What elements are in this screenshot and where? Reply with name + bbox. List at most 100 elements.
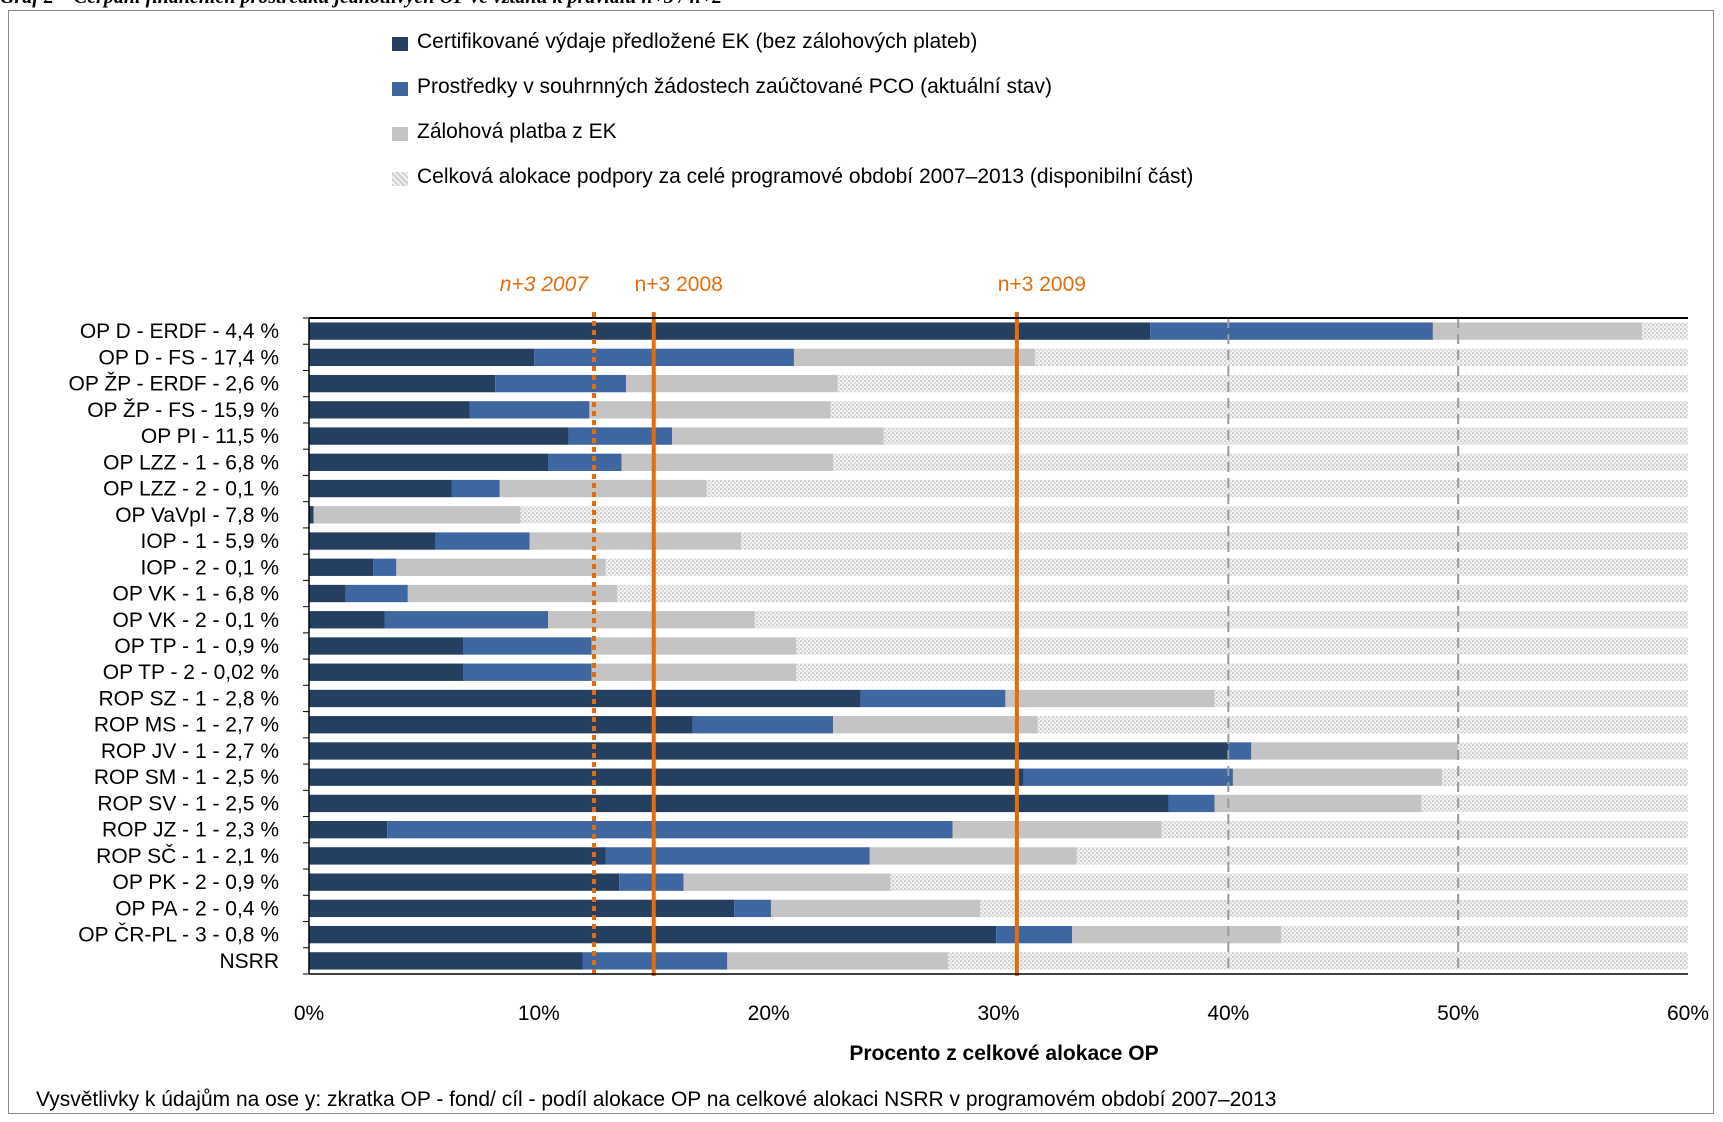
bar-pco: [462, 637, 592, 655]
bar-certified: [309, 689, 861, 708]
y-tick-label: OP ŽP - FS - 15,9 %: [87, 399, 279, 422]
bar-pco: [345, 584, 408, 603]
bar-advance: [1251, 742, 1459, 760]
grid-layer: [1227, 318, 1460, 974]
bar-available: [1214, 689, 1688, 708]
bar-advance: [313, 506, 521, 524]
x-tick-label: 30%: [977, 1002, 1019, 1025]
bar-certified: [309, 742, 1229, 760]
bar-available: [1037, 716, 1688, 734]
bar-advance: [621, 453, 834, 471]
x-tick-label: 50%: [1437, 1002, 1479, 1025]
bar-certified: [309, 637, 463, 655]
y-tick-label: OP PA - 2 - 0,4 %: [115, 897, 279, 920]
bar-certified: [309, 794, 1169, 813]
bar-pco: [1168, 794, 1215, 813]
bar-advance: [589, 401, 831, 419]
bar-pco: [692, 716, 834, 734]
bar-certified: [309, 899, 735, 918]
bar-available: [830, 401, 1688, 419]
bar-available: [605, 558, 1688, 576]
legend-label-advance: Zálohová platba z EK: [417, 120, 617, 143]
bar-available: [1421, 794, 1688, 813]
bar-advance: [793, 348, 1036, 367]
x-tick-label: 60%: [1667, 1002, 1709, 1025]
bar-advance: [869, 847, 1077, 865]
bar-pco: [373, 558, 397, 576]
y-tick-label: IOP - 1 - 5,9 %: [141, 530, 280, 553]
bar-advance: [529, 532, 742, 550]
bar-available: [833, 453, 1688, 471]
bar-available: [837, 374, 1688, 393]
bar-certified: [309, 821, 388, 839]
bar-advance: [770, 899, 981, 918]
bar-certified: [309, 427, 569, 445]
y-tick-label: OP ČR-PL - 3 - 0,8 %: [78, 924, 279, 947]
y-tick-label: OP VaVpI - 7,8 %: [115, 504, 279, 527]
reference-lines-layer: n+3 2007 n+3 2008 n+3 2009: [500, 273, 1086, 976]
y-tick-label: OP ŽP - ERDF - 2,6 %: [69, 373, 279, 396]
bar-available: [1458, 742, 1688, 760]
x-tick-label: 40%: [1207, 1002, 1249, 1025]
bar-advance: [833, 716, 1038, 734]
x-axis-title: Procento z celkové alokace OP: [849, 1042, 1158, 1065]
bar-pco: [462, 663, 592, 681]
y-tick-label: OP TP - 2 - 0,02 %: [103, 661, 279, 684]
bar-advance: [727, 952, 948, 970]
reference-line-label: n+3 2008: [635, 273, 723, 296]
legend-swatch-advance: [392, 127, 408, 141]
bar-available: [1642, 322, 1688, 340]
bar-available: [883, 427, 1688, 445]
bar-advance: [499, 479, 707, 498]
axes-layer: OP D - ERDF - 4,4 % OP D - FS - 17,4 % OP …: [69, 317, 1709, 1025]
bar-available: [741, 532, 1688, 550]
legend-swatch-certified: [392, 37, 408, 51]
bar-available: [616, 584, 1688, 603]
bar-advance: [591, 663, 797, 681]
footnote: Vysvětlivky k údajům na ose y: zkratka O…: [36, 1088, 1277, 1111]
bar-advance: [1005, 689, 1215, 708]
bar-certified: [309, 453, 549, 471]
y-tick-label: OP LZZ - 1 - 6,8 %: [103, 451, 279, 474]
bar-pco: [451, 479, 500, 498]
bar-available: [1076, 847, 1688, 865]
bar-pco: [605, 847, 870, 865]
bar-advance: [407, 584, 617, 603]
legend-label-available: Celková alokace podpory za celé programo…: [417, 165, 1194, 188]
y-tick-label: ROP SM - 1 - 2,5 %: [94, 766, 279, 789]
bar-pco: [568, 427, 673, 445]
y-tick-label: ROP JZ - 1 - 2,3 %: [102, 819, 279, 842]
bar-pco: [435, 532, 530, 550]
bar-available: [1281, 925, 1688, 944]
y-tick-label: ROP JV - 1 - 2,7 %: [101, 740, 279, 763]
bar-pco: [469, 401, 590, 419]
reference-line-label: n+3 2009: [998, 273, 1086, 296]
bar-certified: [309, 401, 470, 419]
y-tick-label: OP VK - 2 - 0,1 %: [112, 609, 279, 632]
bar-certified: [309, 558, 374, 576]
bar-advance: [952, 821, 1162, 839]
y-tick-label: OP TP - 1 - 0,9 %: [114, 635, 279, 658]
bar-available: [796, 663, 1688, 681]
bar-pco: [734, 899, 771, 918]
bar-advance: [1214, 794, 1422, 813]
y-tick-label: IOP - 2 - 0,1 %: [141, 556, 280, 579]
bar-available: [520, 506, 1688, 524]
bar-pco: [1228, 742, 1252, 760]
legend-swatch-pco: [392, 82, 408, 96]
y-tick-label: ROP MS - 1 - 2,7 %: [94, 714, 279, 737]
bar-pco: [619, 873, 684, 891]
legend-label-pco: Prostředky v souhrnných žádostech zaúčto…: [417, 75, 1052, 98]
bar-advance: [1232, 768, 1443, 786]
bar-available: [1442, 768, 1688, 786]
bar-certified: [309, 584, 346, 603]
y-tick-label: OP PI - 11,5 %: [141, 425, 279, 448]
bar-available: [706, 479, 1688, 498]
y-tick-label: OP D - FS - 17,4 %: [99, 346, 280, 369]
bar-advance: [1072, 925, 1282, 944]
reference-line-label: n+3 2007: [500, 273, 589, 296]
x-tick-label: 10%: [518, 1002, 560, 1025]
bar-available: [1161, 821, 1688, 839]
chart-frame: [8, 10, 1714, 1114]
